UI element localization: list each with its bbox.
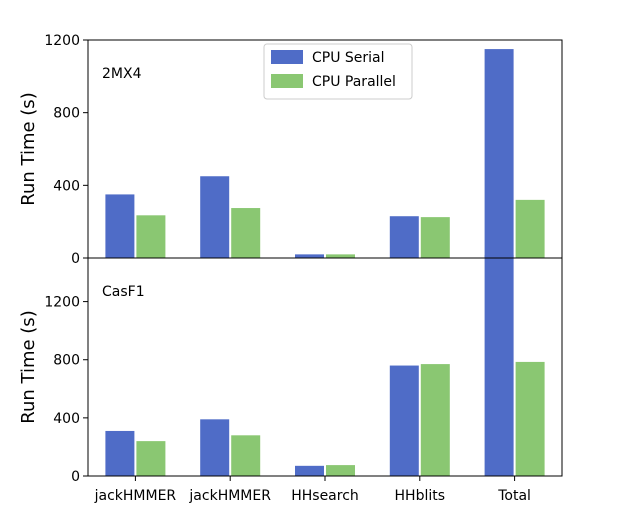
- bar-serial-4: [389, 365, 419, 476]
- panel-label: 2MX4: [102, 66, 142, 82]
- x-tick-label: HHsearch: [291, 488, 359, 504]
- x-tick-label: jackHMMER: [188, 488, 271, 504]
- bar-serial-5: [484, 49, 514, 259]
- legend-label: CPU Serial: [312, 50, 385, 66]
- bar-parallel-3: [326, 254, 355, 258]
- legend-swatch: [271, 74, 303, 88]
- bar-serial-1: [105, 430, 135, 476]
- y-tick-label: 1200: [44, 33, 80, 49]
- bar-serial-3: [295, 465, 324, 476]
- bar-serial-2: [200, 176, 230, 258]
- x-tick-label: HHblits: [395, 488, 446, 504]
- bar-parallel-2: [231, 208, 261, 258]
- bar-serial-2: [200, 419, 230, 476]
- y-axis-label: Run Time (s): [18, 92, 39, 205]
- bar-parallel-5: [515, 199, 545, 258]
- bar-parallel-5: [515, 361, 545, 476]
- bar-parallel-4: [420, 364, 450, 476]
- y-axis-label: Run Time (s): [18, 310, 39, 423]
- legend-label: CPU Parallel: [312, 74, 396, 90]
- bar-parallel-1: [136, 441, 166, 476]
- bar-serial-3: [295, 254, 324, 258]
- x-tick-label: Total: [497, 488, 531, 504]
- chart-panel-2: 0 400 800 1200 Run Time (s) CasF1 jackHMMER jac…: [18, 255, 563, 504]
- bar-serial-1: [105, 194, 135, 258]
- chart-panel-1: 0 400 800 1200 Run Time (s) 2MX4: [18, 33, 563, 267]
- bar-parallel-3: [326, 465, 355, 476]
- bar-serial-4: [389, 216, 419, 258]
- bar-parallel-2: [231, 435, 261, 476]
- legend-swatch: [271, 50, 303, 64]
- panel-label: CasF1: [102, 284, 145, 300]
- bar-parallel-1: [136, 215, 166, 258]
- bar-parallel-4: [420, 217, 450, 258]
- y-tick-label: 1200: [44, 295, 80, 311]
- y-tick-label: 0: [71, 251, 80, 267]
- y-tick-label: 400: [53, 178, 80, 194]
- y-tick-label: 800: [53, 106, 80, 122]
- bar-serial-5: [484, 255, 514, 476]
- y-tick-label: 800: [53, 353, 80, 369]
- y-tick-label: 0: [71, 469, 80, 485]
- x-tick-label: jackHMMER: [94, 488, 177, 504]
- legend: CPU Serial CPU Parallel: [263, 43, 413, 100]
- y-tick-label: 400: [53, 411, 80, 427]
